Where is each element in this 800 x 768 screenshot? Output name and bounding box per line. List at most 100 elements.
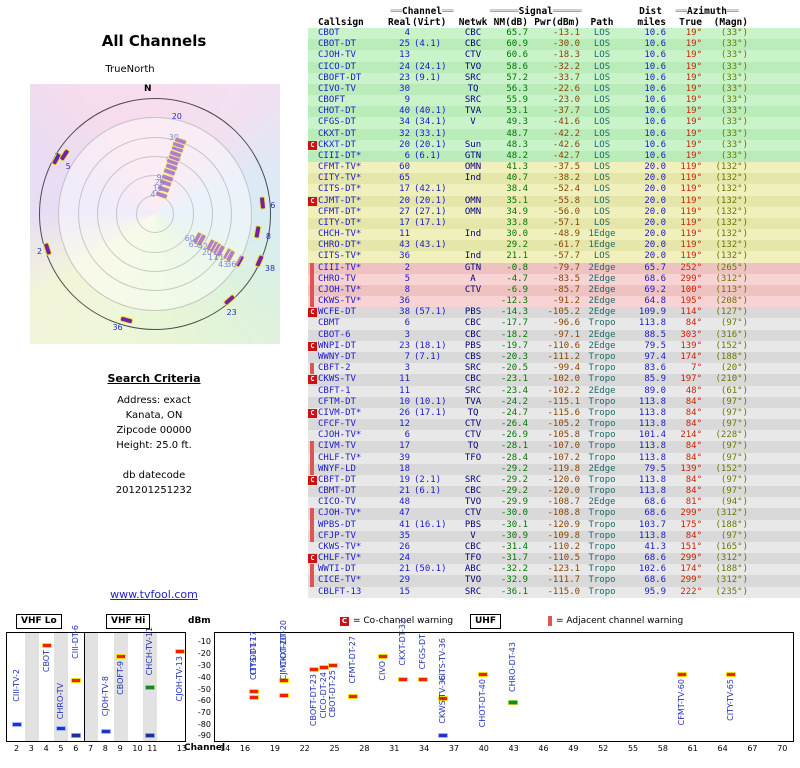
adjacent-channel-warning-icon xyxy=(310,508,314,520)
warning-gutter xyxy=(308,95,318,106)
signal-marker xyxy=(56,726,67,732)
warning-gutter xyxy=(308,262,318,274)
warning-gutter xyxy=(308,106,318,117)
signal-strength-charts: VHF Lo VHF Hi dBm UHF C = Co-channel war… xyxy=(0,612,800,768)
vhf-channel-tick: 9 xyxy=(117,744,123,753)
polar-chart: N 20304050413259606542201711433668382336… xyxy=(30,84,280,344)
uhf-channel-tick: 67 xyxy=(747,744,758,753)
warning-gutter xyxy=(308,251,318,262)
uhf-channel-tick: 37 xyxy=(448,744,460,753)
table-row: C CKXT-DT 20 (20.1) Sun 48.3 -42.6 LOS 10.6 19° (3… xyxy=(308,139,800,151)
channel-marker-label: 23 xyxy=(226,307,237,317)
tvfool-link[interactable]: www.tvfool.com xyxy=(110,588,198,601)
co-channel-legend: C = Co-channel warning xyxy=(340,616,453,626)
channel-marker-label: 60 xyxy=(184,233,195,243)
vhf-chart: CIII-TV-2 CBOT CHRO-TV CIII-DT-6 CJOH-TV-8 CB… xyxy=(6,625,187,753)
adjacent-channel-warning-icon xyxy=(310,262,314,274)
channel-marker-label: 25 xyxy=(154,178,165,188)
warning-gutter xyxy=(308,62,318,73)
station-label: CKWS-TV-36 xyxy=(437,674,447,724)
channel-marker-label: 17 xyxy=(207,252,219,262)
channel-marker-label: 3 xyxy=(54,152,60,162)
table-row: CHOT-DT 40 (40.1) TVA 53.1 -37.7 LOS 10.6 19° (33… xyxy=(308,106,800,118)
warning-gutter: C xyxy=(308,475,318,486)
co-channel-warning-icon: C xyxy=(308,308,317,318)
adjacent-channel-legend-text: = Adjacent channel warning xyxy=(556,616,684,626)
channel-marker-label: 65 xyxy=(188,239,199,249)
station-label: CITY-DT-17 xyxy=(248,636,258,680)
col-true: True xyxy=(679,17,702,28)
uhf-channel-tick: 31 xyxy=(389,744,400,753)
polar-ring xyxy=(97,156,213,272)
warning-gutter xyxy=(308,486,318,497)
dbm-tick: -10 xyxy=(197,637,211,646)
vhf-divider xyxy=(84,633,85,741)
warning-gutter xyxy=(308,575,318,587)
signal-marker xyxy=(726,672,737,678)
warning-gutter xyxy=(308,184,318,195)
col-magn: (Magn) xyxy=(713,17,748,28)
uhf-channel-tick: 46 xyxy=(538,744,549,753)
left-panel: All Channels TrueNorth N 203040504132596… xyxy=(0,0,308,610)
warning-gutter xyxy=(308,240,318,251)
channel-marker-label: 13 xyxy=(152,183,163,193)
table-row: C CIVM-DT* 26 (17.1) TQ -24.7 -115.6 Tropo 113.8… xyxy=(308,407,800,420)
search-height: Height: 25.0 ft. xyxy=(116,440,192,451)
station-label: CHCH-TV-11 xyxy=(145,627,155,676)
co-channel-warning-icon: C xyxy=(308,375,317,385)
warning-gutter xyxy=(308,519,318,531)
polar-inner-lighten xyxy=(58,117,252,311)
table-row: CIVM-TV 17 TQ -28.1 -107.0 Tropo 113.8 84° (97°) xyxy=(308,441,800,453)
warning-gutter xyxy=(308,173,318,184)
true-north-label: TrueNorth xyxy=(105,64,155,75)
warning-gutter xyxy=(308,530,318,542)
station-label: CHRO-TV xyxy=(56,683,66,720)
dbm-tick: -20 xyxy=(197,648,211,658)
warning-gutter xyxy=(308,318,318,329)
search-criteria: Search Criteria Address: exact Kanata, O… xyxy=(0,372,308,453)
azimuth-group-header: Azimuth xyxy=(686,6,728,17)
table-row: CIII-TV* 2 GTN -0.8 -79.7 2Edge 65.7 252° (265°) xyxy=(308,262,800,274)
vhf-channel-tick: 3 xyxy=(28,744,34,753)
station-label: CIVO xyxy=(378,660,388,681)
col-miles: miles xyxy=(637,17,666,28)
channel-marker-label: 4 xyxy=(150,190,156,200)
warning-gutter xyxy=(308,508,318,520)
warning-gutter xyxy=(308,218,318,229)
search-criteria-title: Search Criteria xyxy=(107,372,201,385)
polar-ring-label: 20 xyxy=(171,112,182,122)
adjacent-channel-warning-icon xyxy=(310,530,314,542)
signal-marker xyxy=(145,685,156,691)
table-row: CJOH-TV* 47 CTV -30.0 -108.8 Tropo 68.6 299° (31… xyxy=(308,508,800,520)
dbm-tick: -90 xyxy=(197,730,211,740)
vhf-channel-tick: 2 xyxy=(14,744,20,753)
warning-gutter xyxy=(308,84,318,95)
table-column-header: Callsign Real (Virt) Netwk NM(dB) Pwr(dB… xyxy=(308,17,800,28)
warning-gutter: C xyxy=(308,196,318,207)
table-row: CICE-TV* 29 TVO -32.9 -111.7 Tropo 68.6 299° (31… xyxy=(308,575,800,587)
channel-marker-label: 38 xyxy=(264,263,276,273)
channel-marker-label: 36 xyxy=(226,259,237,269)
channel-marker-label: 2 xyxy=(36,246,43,256)
signal-marker xyxy=(71,677,82,683)
channel-group-header: Channel xyxy=(401,6,443,17)
polar-ring xyxy=(58,117,252,311)
channel-marker-label: 36 xyxy=(112,323,123,333)
adjacent-channel-warning-icon xyxy=(310,575,314,587)
table-row: WNYF-LD 18 -29.2 -119.8 2Edge 79.5 139° (152°) xyxy=(308,463,800,475)
signal-group-header: Signal xyxy=(518,6,553,17)
table-row: CBMT 6 CBC -17.7 -96.6 Tropo 113.8 84° (97°) xyxy=(308,318,800,330)
signal-marker xyxy=(278,677,289,683)
channel-marker-label: 5 xyxy=(65,162,71,172)
vhf-channel-tick: 10 xyxy=(132,744,143,753)
station-label: CJOH-TV-13 xyxy=(174,655,184,702)
warning-gutter xyxy=(308,352,318,363)
table-row: CBMT-DT 21 (6.1) CBC -29.2 -120.0 Tropo 113.8 84… xyxy=(308,486,800,498)
channel-axis-label: Channel xyxy=(184,743,226,753)
table-row: CHLF-TV* 39 TFO -28.4 -107.2 Tropo 113.8 84° (97… xyxy=(308,452,800,464)
uhf-channel-tick: 55 xyxy=(627,744,639,753)
north-compass-label: N xyxy=(144,84,152,94)
station-label: CFMT-DT-27 xyxy=(348,635,358,684)
signal-marker xyxy=(41,642,52,648)
warning-gutter xyxy=(308,50,318,61)
